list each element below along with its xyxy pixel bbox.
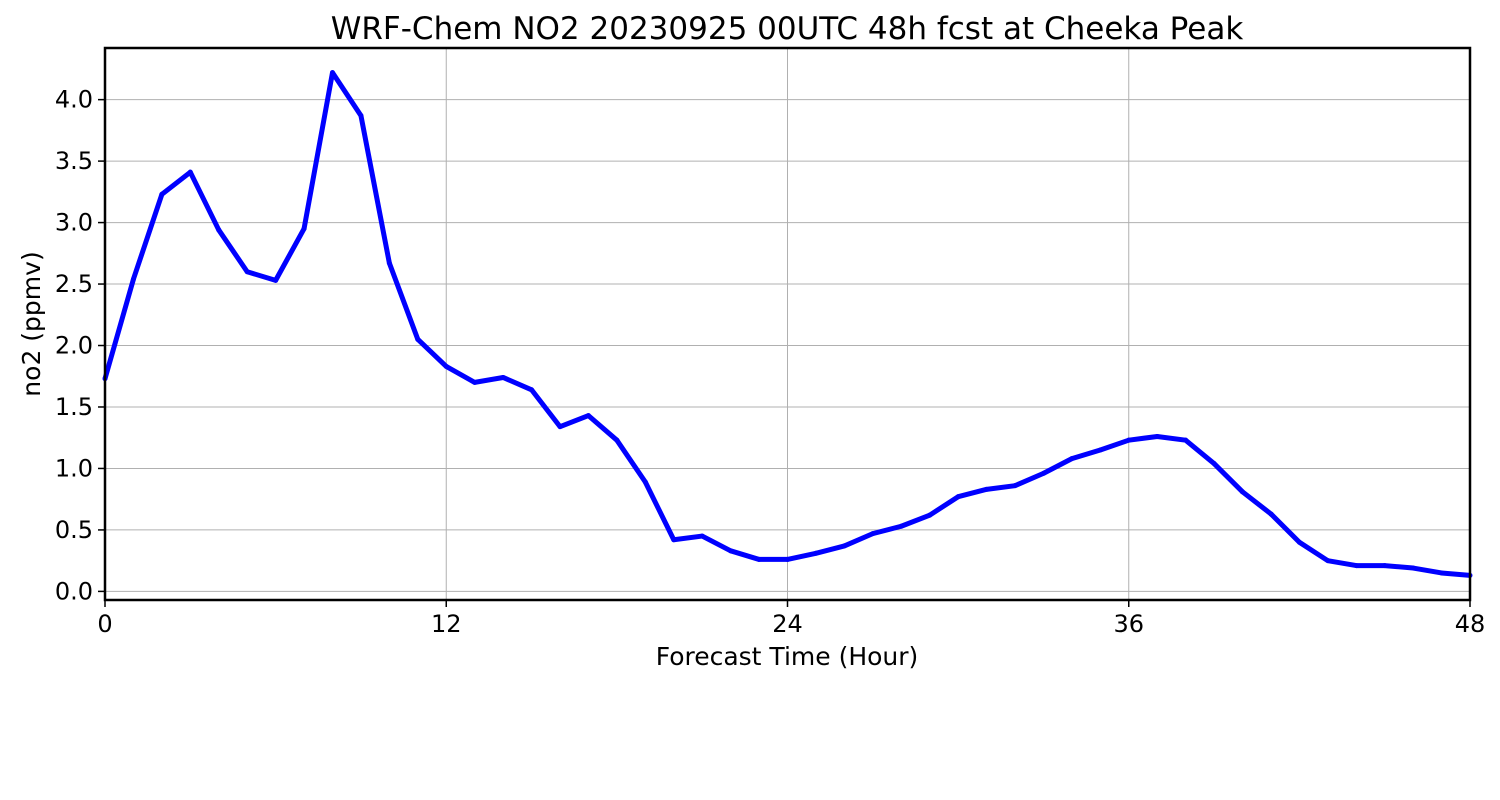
- x-tick-label: 12: [431, 610, 462, 638]
- no2-data-point: [671, 537, 677, 543]
- y-tick-label: 3.5: [55, 147, 93, 175]
- no2-data-point: [642, 479, 648, 485]
- x-axis: 0 12 24 36 48: [97, 600, 1485, 638]
- no2-data-point: [870, 531, 876, 537]
- no2-data-point: [358, 113, 364, 119]
- y-tick-label: 0.0: [55, 577, 93, 605]
- no2-data-point: [1296, 539, 1302, 545]
- no2-data-point: [1410, 565, 1416, 571]
- no2-data-point: [1040, 470, 1046, 476]
- no2-data-point: [1183, 437, 1189, 443]
- no2-data-point: [927, 512, 933, 518]
- no2-data-point: [1012, 483, 1018, 489]
- no2-data-point: [330, 70, 335, 76]
- no2-data-point: [585, 413, 591, 419]
- no2-data-point: [841, 543, 847, 549]
- no2-data-point: [785, 556, 790, 562]
- no2-data-point: [1382, 563, 1388, 569]
- x-tick-label: 24: [772, 610, 803, 638]
- no2-data-point: [273, 277, 279, 283]
- no2-data-point: [415, 336, 421, 342]
- chart-title: WRF-Chem NO2 20230925 00UTC 48h fcst at …: [331, 11, 1244, 47]
- no2-data-point: [984, 486, 990, 492]
- no2-data-point: [898, 523, 904, 529]
- no2-data-point: [813, 550, 819, 556]
- y-tick-label: 3.0: [55, 209, 93, 237]
- no2-data-point: [216, 227, 222, 233]
- x-axis-label: Forecast Time (Hour): [656, 642, 919, 671]
- no2-data-point: [529, 387, 535, 393]
- no2-data-point: [1211, 461, 1217, 467]
- x-tick-label: 48: [1455, 610, 1486, 638]
- no2-data-point: [728, 548, 734, 554]
- no2-data-point: [1154, 433, 1160, 439]
- y-tick-label: 4.0: [55, 86, 93, 114]
- no2-data-point: [557, 424, 563, 430]
- no2-data-point: [1069, 456, 1075, 462]
- y-axis: 0.0 0.5 1.0 1.5 2.0 2.5 3.0 3.5 4.0: [55, 86, 105, 605]
- no2-data-point: [699, 533, 705, 539]
- no2-data-point: [187, 169, 193, 175]
- y-tick-label: 1.5: [55, 393, 93, 421]
- grid: [104, 48, 1471, 600]
- y-tick-label: 1.0: [55, 454, 93, 482]
- no2-data-point: [500, 374, 506, 380]
- no2-data-point: [1097, 447, 1103, 453]
- no2-data-point: [386, 260, 392, 266]
- y-tick-label: 2.5: [55, 270, 93, 298]
- series-layer: [102, 70, 1473, 578]
- no2-data-point: [1439, 570, 1445, 576]
- no2-data-point: [1325, 558, 1331, 564]
- no2-data-point: [244, 269, 250, 275]
- y-axis-label: no2 (ppmv): [17, 251, 46, 396]
- no2-data-point: [1240, 489, 1245, 495]
- x-tick-label: 36: [1113, 610, 1144, 638]
- y-tick-label: 2.0: [55, 332, 93, 360]
- no2-data-point: [955, 494, 961, 500]
- no2-data-point: [472, 379, 478, 385]
- no2-data-point: [443, 363, 449, 369]
- no2-data-point: [756, 556, 762, 562]
- no2-data-point: [159, 191, 165, 197]
- no2-data-point: [614, 437, 620, 443]
- y-tick-label: 0.5: [55, 516, 93, 544]
- no2-data-point: [1268, 511, 1274, 517]
- x-tick-label: 0: [97, 610, 112, 638]
- no2-data-point: [130, 276, 136, 282]
- no2-data-point: [1353, 563, 1359, 569]
- no2-data-point: [301, 226, 307, 232]
- no2-data-point: [1126, 437, 1132, 443]
